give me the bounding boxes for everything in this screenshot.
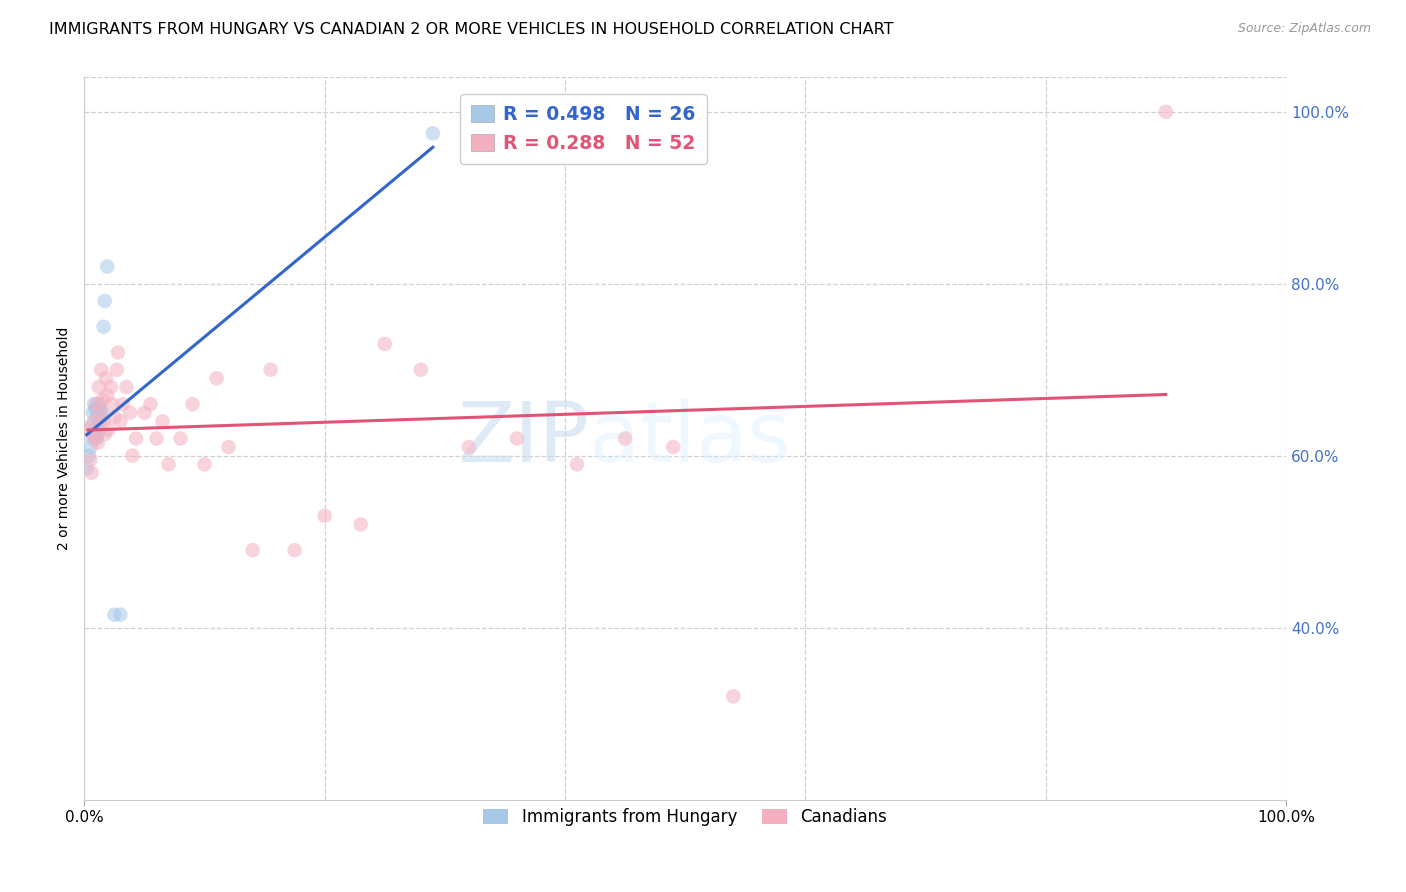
Point <box>100 380 122 394</box>
Point <box>94 427 117 442</box>
Point <box>101 397 124 411</box>
Point <box>111 397 134 411</box>
Point <box>86 409 108 424</box>
Point <box>374 337 396 351</box>
Point <box>94 293 117 308</box>
Point <box>110 607 132 622</box>
Point <box>103 409 125 424</box>
Point <box>89 406 111 420</box>
Point <box>409 362 432 376</box>
Point <box>105 362 128 376</box>
Point <box>96 260 118 274</box>
Point <box>152 414 174 428</box>
Point <box>83 427 105 442</box>
Legend: Immigrants from Hungary, Canadians: Immigrants from Hungary, Canadians <box>475 800 896 835</box>
Text: Source: ZipAtlas.com: Source: ZipAtlas.com <box>1237 22 1371 36</box>
Point <box>93 414 115 428</box>
Point <box>87 423 110 437</box>
Point <box>83 414 105 428</box>
Point <box>89 401 111 416</box>
Point <box>90 362 112 376</box>
Point <box>86 397 108 411</box>
Point <box>76 461 98 475</box>
Point <box>139 397 162 411</box>
Point <box>457 440 479 454</box>
Point <box>662 440 685 454</box>
Point <box>77 449 100 463</box>
Point <box>82 432 104 446</box>
Point <box>110 414 132 428</box>
Point <box>83 397 105 411</box>
Point <box>79 440 101 454</box>
Point <box>84 432 107 446</box>
Point <box>723 690 745 704</box>
Point <box>107 345 129 359</box>
Point <box>90 409 112 424</box>
Point <box>103 607 125 622</box>
Point <box>86 432 108 446</box>
Point <box>193 457 215 471</box>
Point <box>80 418 103 433</box>
Point <box>422 126 444 140</box>
Point <box>91 406 114 420</box>
Point <box>80 466 103 480</box>
Point <box>84 423 107 437</box>
Point <box>314 508 336 523</box>
Point <box>77 423 100 437</box>
Point <box>205 371 228 385</box>
Point <box>86 427 108 442</box>
Point <box>91 392 114 407</box>
Point <box>97 423 120 437</box>
Text: IMMIGRANTS FROM HUNGARY VS CANADIAN 2 OR MORE VEHICLES IN HOUSEHOLD CORRELATION : IMMIGRANTS FROM HUNGARY VS CANADIAN 2 OR… <box>49 22 894 37</box>
Point <box>79 453 101 467</box>
Text: atlas: atlas <box>589 398 790 479</box>
Point <box>145 432 167 446</box>
Point <box>350 517 373 532</box>
Point <box>125 432 148 446</box>
Point <box>89 414 111 428</box>
Point <box>87 397 110 411</box>
Point <box>1154 104 1177 119</box>
Point <box>259 362 281 376</box>
Point <box>121 449 143 463</box>
Point <box>614 432 637 446</box>
Point <box>284 543 307 558</box>
Point <box>565 457 588 471</box>
Point <box>87 380 110 394</box>
Point <box>82 427 104 442</box>
Point <box>84 401 107 416</box>
Point <box>93 319 115 334</box>
Point <box>96 388 118 402</box>
Point <box>218 440 240 454</box>
Point <box>181 397 204 411</box>
Y-axis label: 2 or more Vehicles in Household: 2 or more Vehicles in Household <box>58 326 72 550</box>
Point <box>134 406 156 420</box>
Point <box>82 406 104 420</box>
Point <box>86 435 108 450</box>
Point <box>242 543 264 558</box>
Point <box>169 432 191 446</box>
Point <box>94 371 117 385</box>
Text: ZIP: ZIP <box>457 398 589 479</box>
Point <box>86 401 108 416</box>
Point <box>115 380 138 394</box>
Point <box>157 457 180 471</box>
Point <box>506 432 529 446</box>
Point <box>118 406 141 420</box>
